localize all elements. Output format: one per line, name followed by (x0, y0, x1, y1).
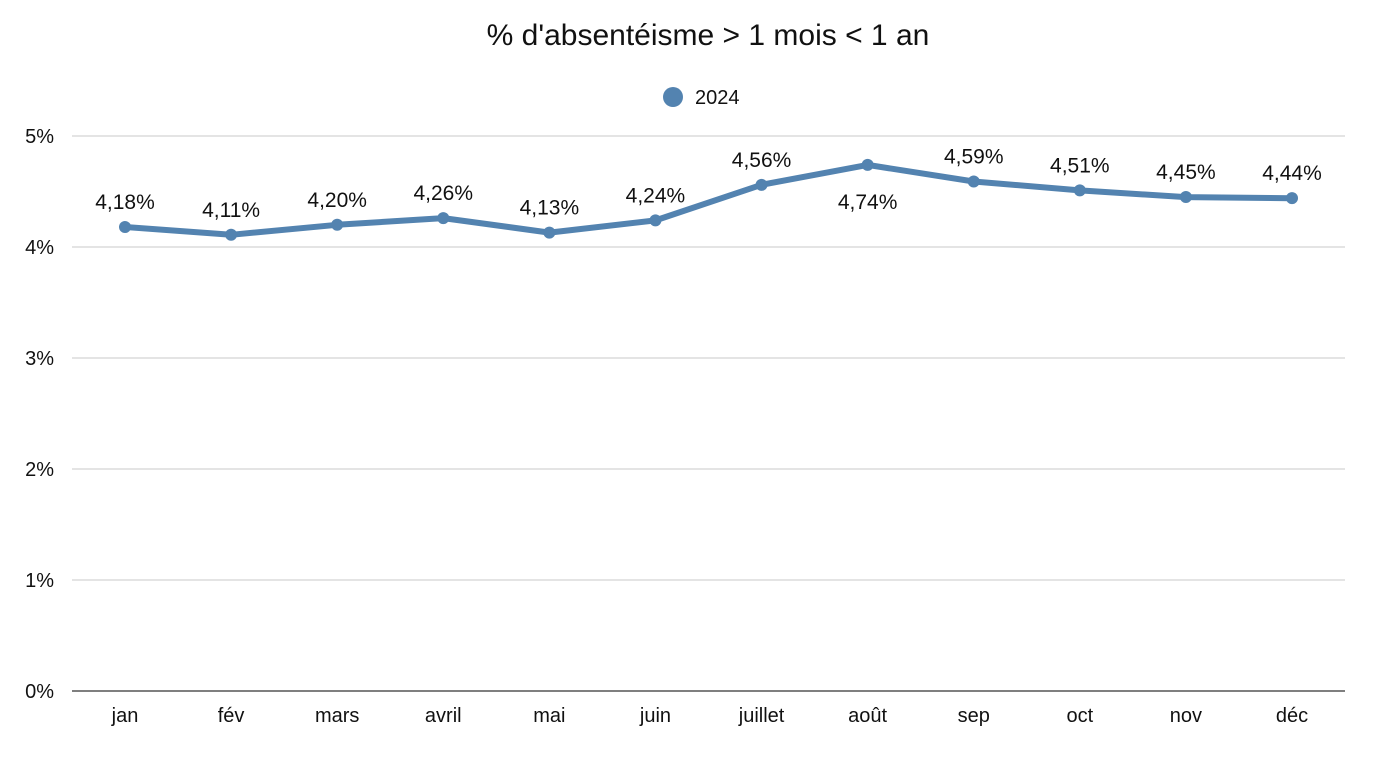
data-labels: 4,18% 4,11% 4,20% 4,26% 4,13% 4,24% 4,56% 4,74%… (95, 146, 1322, 222)
y-tick-label: 0% (25, 681, 54, 703)
x-tick-label: mai (533, 705, 565, 727)
gridlines (72, 135, 1345, 692)
data-point (437, 212, 450, 225)
data-point (1073, 184, 1086, 197)
x-axis: jan fév mars avril mai juin juillet août sep oct n… (111, 705, 1308, 727)
data-label: 4,24% (626, 184, 686, 207)
data-point (1179, 191, 1192, 204)
data-point (1286, 192, 1298, 205)
series-2024 (119, 158, 1298, 241)
chart-title: % d'absentéisme > 1 mois < 1 an (487, 19, 930, 52)
x-tick-label: juillet (738, 705, 785, 727)
y-tick-label: 5% (25, 126, 54, 148)
data-point (755, 178, 768, 191)
x-tick-label: fév (218, 705, 245, 727)
y-tick-label: 1% (25, 570, 54, 592)
data-label: 4,13% (520, 197, 580, 220)
y-tick-label: 3% (25, 348, 54, 370)
legend: 2024 (663, 87, 740, 109)
data-point (225, 228, 238, 241)
data-point (967, 175, 980, 188)
y-tick-label: 4% (25, 237, 54, 259)
data-point (331, 218, 344, 231)
legend-marker-2024 (663, 87, 683, 107)
y-axis: 0% 1% 2% 3% 4% 5% (25, 126, 54, 703)
data-label: 4,56% (732, 149, 792, 172)
data-label: 4,51% (1050, 154, 1110, 177)
data-point (119, 221, 131, 234)
x-tick-label: mars (315, 705, 359, 727)
data-label: 4,59% (944, 146, 1004, 169)
data-label: 4,20% (307, 189, 367, 212)
y-tick-label: 2% (25, 459, 54, 481)
data-point (543, 226, 556, 239)
data-label: 4,18% (95, 191, 155, 214)
data-label: 4,45% (1156, 161, 1216, 184)
data-label: 4,44% (1262, 162, 1322, 185)
legend-label-2024: 2024 (695, 87, 740, 109)
data-point (649, 214, 662, 227)
x-tick-label: déc (1276, 705, 1308, 727)
x-tick-label: août (848, 705, 887, 727)
x-tick-label: nov (1170, 705, 1202, 727)
x-tick-label: oct (1066, 705, 1093, 727)
data-point (861, 158, 874, 171)
series-line (122, 161, 1295, 238)
x-tick-label: juin (639, 705, 671, 727)
data-label: 4,26% (413, 182, 473, 205)
x-tick-label: avril (425, 705, 462, 727)
data-label: 4,11% (202, 199, 260, 222)
data-label: 4,74% (838, 191, 898, 214)
x-tick-label: jan (111, 705, 139, 727)
x-tick-label: sep (958, 705, 990, 727)
